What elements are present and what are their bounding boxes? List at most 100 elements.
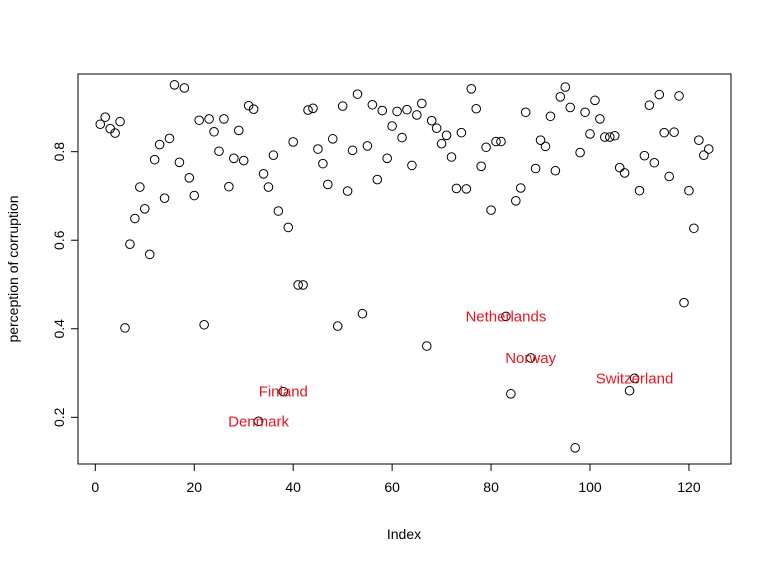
data-point xyxy=(387,121,397,131)
annotation-label: Netherlands xyxy=(465,308,546,325)
data-point xyxy=(679,297,689,308)
data-point xyxy=(417,98,427,109)
data-point xyxy=(466,84,477,94)
data-point xyxy=(154,139,165,150)
x-tick-label: 60 xyxy=(384,479,400,495)
x-tick-label: 80 xyxy=(483,479,499,495)
data-point xyxy=(614,162,625,173)
data-point xyxy=(169,80,180,90)
x-axis-title: Index xyxy=(387,526,421,542)
data-point xyxy=(337,101,348,111)
data-point xyxy=(496,136,506,147)
data-point xyxy=(238,155,249,166)
data-point xyxy=(159,193,170,203)
data-point xyxy=(263,182,274,192)
data-point xyxy=(308,103,318,114)
y-axis-title: perception of corruption xyxy=(5,195,21,342)
data-point xyxy=(639,150,650,161)
y-tick-label: 0.2 xyxy=(51,407,67,427)
data-point xyxy=(441,130,452,141)
data-point xyxy=(95,119,106,130)
data-point xyxy=(575,147,585,158)
data-point xyxy=(179,83,190,93)
data-point xyxy=(323,179,333,190)
data-point xyxy=(273,206,284,216)
data-point xyxy=(491,136,501,147)
data-point xyxy=(694,135,704,145)
data-point xyxy=(471,103,482,114)
x-tick-label: 100 xyxy=(578,479,602,495)
data-point xyxy=(501,311,511,322)
data-point xyxy=(619,168,630,178)
data-point xyxy=(451,183,462,194)
country-annotations: Denmark Finland Netherlands Norway Switzerla… xyxy=(228,308,673,430)
data-point xyxy=(649,157,660,168)
data-point xyxy=(352,89,363,99)
data-point xyxy=(412,110,422,120)
data-point xyxy=(149,154,160,165)
x-tick-label: 20 xyxy=(186,479,202,495)
data-point xyxy=(590,95,600,106)
data-point xyxy=(550,165,561,176)
data-point xyxy=(347,145,358,156)
data-point xyxy=(654,89,665,100)
data-point xyxy=(565,102,576,113)
data-point xyxy=(229,153,239,164)
data-point xyxy=(580,107,590,118)
data-point xyxy=(609,130,620,141)
annotation-label: Switzerland xyxy=(596,370,674,387)
data-point xyxy=(698,150,709,161)
data-point xyxy=(397,132,407,143)
data-point xyxy=(392,106,402,117)
y-tick-label: 0.6 xyxy=(51,230,67,250)
data-point xyxy=(253,416,264,427)
data-point xyxy=(659,127,670,138)
data-point xyxy=(674,91,684,101)
y-tick-label: 0.8 xyxy=(51,142,67,162)
data-point xyxy=(258,169,269,179)
data-point xyxy=(248,104,259,114)
data-point xyxy=(600,132,610,142)
data-point xyxy=(634,185,645,196)
x-tick-label: 120 xyxy=(677,479,701,495)
data-point xyxy=(431,123,442,134)
y-tick-label: 0.4 xyxy=(51,319,67,339)
data-point xyxy=(233,125,244,136)
annotation-label: Denmark xyxy=(228,413,289,430)
data-point xyxy=(100,112,111,122)
data-point xyxy=(105,123,115,134)
data-point xyxy=(446,152,457,162)
x-tick-label: 40 xyxy=(285,479,301,495)
data-point xyxy=(407,160,417,171)
data-point xyxy=(327,134,338,144)
data-point xyxy=(164,133,175,144)
data-point xyxy=(332,321,343,331)
annotation-label: Finland xyxy=(259,384,308,401)
data-point xyxy=(367,99,378,110)
data-point xyxy=(303,105,313,115)
data-point xyxy=(436,138,447,149)
data-point xyxy=(219,114,229,124)
data-point xyxy=(125,239,135,250)
data-point xyxy=(624,385,635,396)
data-point xyxy=(377,105,388,116)
data-point xyxy=(604,132,615,142)
data-point xyxy=(135,182,145,192)
data-point xyxy=(426,115,437,126)
y-axis-ticks: 0.2 0.4 0.6 0.8 xyxy=(51,142,78,427)
data-point xyxy=(110,128,120,138)
data-point xyxy=(382,153,392,164)
data-point xyxy=(120,323,130,333)
data-point xyxy=(461,184,472,194)
data-point xyxy=(669,127,679,138)
axes xyxy=(77,73,732,465)
data-point xyxy=(130,213,140,224)
data-point xyxy=(288,137,298,147)
x-axis-ticks: 0 20 40 60 80 100 120 xyxy=(91,464,701,495)
data-point xyxy=(194,115,205,126)
data-point xyxy=(204,114,214,124)
data-point xyxy=(357,308,368,319)
data-point xyxy=(689,223,699,234)
data-point xyxy=(209,126,219,137)
data-point xyxy=(476,161,486,172)
